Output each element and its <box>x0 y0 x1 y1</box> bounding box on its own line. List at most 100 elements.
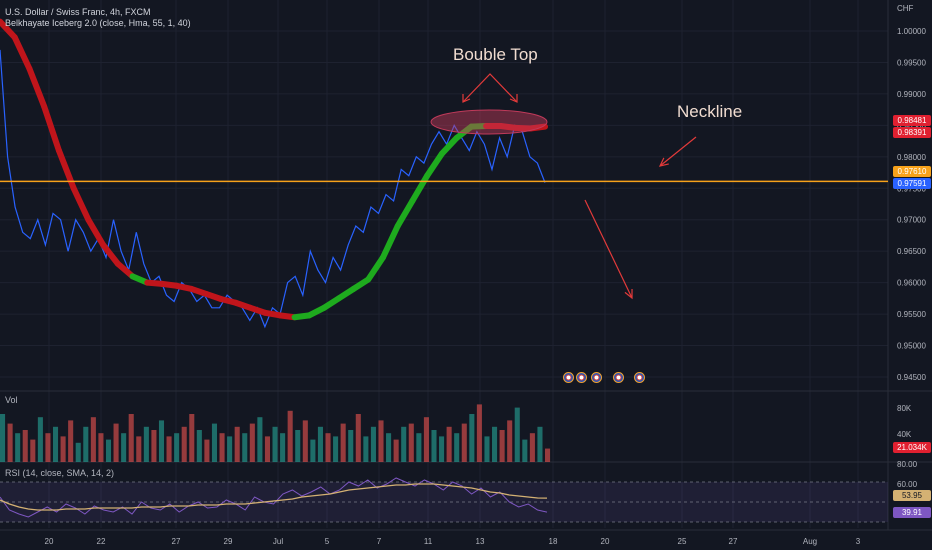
volume-bar <box>196 430 202 462</box>
volume-bar <box>60 436 66 462</box>
x-tick-label: Jul <box>273 537 283 546</box>
volume-bar <box>408 423 414 462</box>
volume-bar <box>302 420 308 462</box>
hma-segment <box>0 18 18 41</box>
x-tick-label: 13 <box>476 537 485 546</box>
x-tick-label: 5 <box>325 537 330 546</box>
flag-icon-1[interactable] <box>563 372 574 383</box>
hma-segment <box>453 123 475 141</box>
rsi-ma-line <box>0 483 548 511</box>
volume-bar <box>83 426 89 462</box>
volume-bar <box>136 436 142 462</box>
volume-bar <box>507 420 513 462</box>
volume-bar <box>219 433 225 462</box>
double-top-caret-head-right <box>509 94 518 103</box>
rsi-value-tag: 39.91 <box>893 507 931 518</box>
volume-bar <box>30 439 36 462</box>
volume-bar <box>75 442 81 462</box>
hma-segment <box>41 103 62 154</box>
y-tick-label: 1.00000 <box>897 27 926 36</box>
volume-bar <box>295 430 301 462</box>
y-tick-label: 0.97000 <box>897 216 926 225</box>
volume-bar <box>234 426 240 462</box>
volume-bar <box>333 436 339 462</box>
y-tick-label: 0.96000 <box>897 279 926 288</box>
volume-bar <box>0 414 6 462</box>
volume-bar <box>158 420 165 462</box>
currency-label: CHF <box>897 4 914 13</box>
volume-bar <box>461 423 467 462</box>
rsi-pane-label[interactable]: RSI (14, close, SMA, 14, 2) <box>5 468 115 478</box>
volume-bar <box>529 433 535 462</box>
rsi-tick-80: 80.00 <box>897 460 918 469</box>
volume-bar <box>537 426 543 462</box>
price-tag-orange: 0.97610 <box>893 166 931 177</box>
volume-bar <box>181 426 187 462</box>
x-tick-label: 7 <box>377 537 382 546</box>
hma-segment <box>424 150 445 179</box>
volume-bar <box>423 417 429 462</box>
hma-segment <box>114 260 136 280</box>
volume-bar <box>227 436 233 462</box>
volume-bar <box>340 423 346 462</box>
target-arrow-head <box>624 288 633 300</box>
volume-bar <box>90 417 96 462</box>
volume-bar <box>37 417 43 462</box>
y-tick-label: 0.95000 <box>897 342 926 351</box>
y-tick-label: 0.99000 <box>897 90 926 99</box>
volume-bar <box>15 433 21 462</box>
hma-segment <box>55 147 77 192</box>
volume-bar <box>355 414 361 462</box>
volume-bar <box>363 436 369 462</box>
y-tick-label: 0.94500 <box>897 373 926 382</box>
volume-bar <box>22 430 28 462</box>
volume-bar <box>105 439 112 462</box>
volume-bar <box>204 439 210 462</box>
volume-bar <box>325 433 331 462</box>
volume-bar <box>249 423 255 462</box>
x-tick-label: 29 <box>224 537 233 546</box>
volume-bar <box>272 426 278 462</box>
flag-icon-3[interactable] <box>591 372 602 383</box>
flag-icon-2[interactable] <box>576 372 587 383</box>
volume-bar <box>128 414 134 462</box>
volume-bar <box>469 414 475 462</box>
symbol-legend[interactable]: U.S. Dollar / Swiss Franc, 4h, FXCM <box>5 7 151 17</box>
volume-bar <box>7 423 13 462</box>
price-line <box>0 49 546 329</box>
flag-icon-5[interactable] <box>634 372 645 383</box>
volume-bar <box>370 426 376 462</box>
price-tag-blue: 0.97591 <box>893 178 931 189</box>
x-tick-label: 22 <box>97 537 106 546</box>
y-tick-label: 0.99500 <box>897 58 926 67</box>
volume-bar <box>476 404 482 462</box>
x-tick-label: 20 <box>601 537 610 546</box>
x-tick-label: 20 <box>45 537 54 546</box>
hma-segment <box>100 241 121 267</box>
volume-bar <box>401 426 407 462</box>
volume-bar <box>393 439 399 462</box>
hma-segment <box>379 223 401 261</box>
volume-current-tag: 21.034K <box>893 442 931 453</box>
x-tick-label: 3 <box>856 537 861 546</box>
rsi-tick-60: 60.00 <box>897 480 918 489</box>
volume-bar <box>264 436 270 462</box>
double-top-caret <box>462 73 518 103</box>
hma-segment <box>26 65 48 110</box>
volume-bar <box>166 436 172 462</box>
price-tag-red-bottom: 0.98391 <box>893 127 931 138</box>
volume-bar <box>348 430 354 462</box>
indicator-legend[interactable]: Belkhayate Iceberg 2.0 (close, Hma, 55, … <box>5 18 191 28</box>
hma-segment <box>409 172 431 204</box>
annotation-neckline: Neckline <box>677 102 743 121</box>
hma-segment <box>394 197 416 230</box>
volume-tick-80k: 80K <box>897 404 912 413</box>
volume-bar <box>317 426 323 462</box>
volume-bar <box>416 433 422 462</box>
volume-bar <box>151 430 157 462</box>
volume-pane-label[interactable]: Vol <box>5 395 18 405</box>
hma-segment <box>70 185 92 223</box>
volume-bar <box>522 439 528 462</box>
flag-icon-4[interactable] <box>613 372 624 383</box>
